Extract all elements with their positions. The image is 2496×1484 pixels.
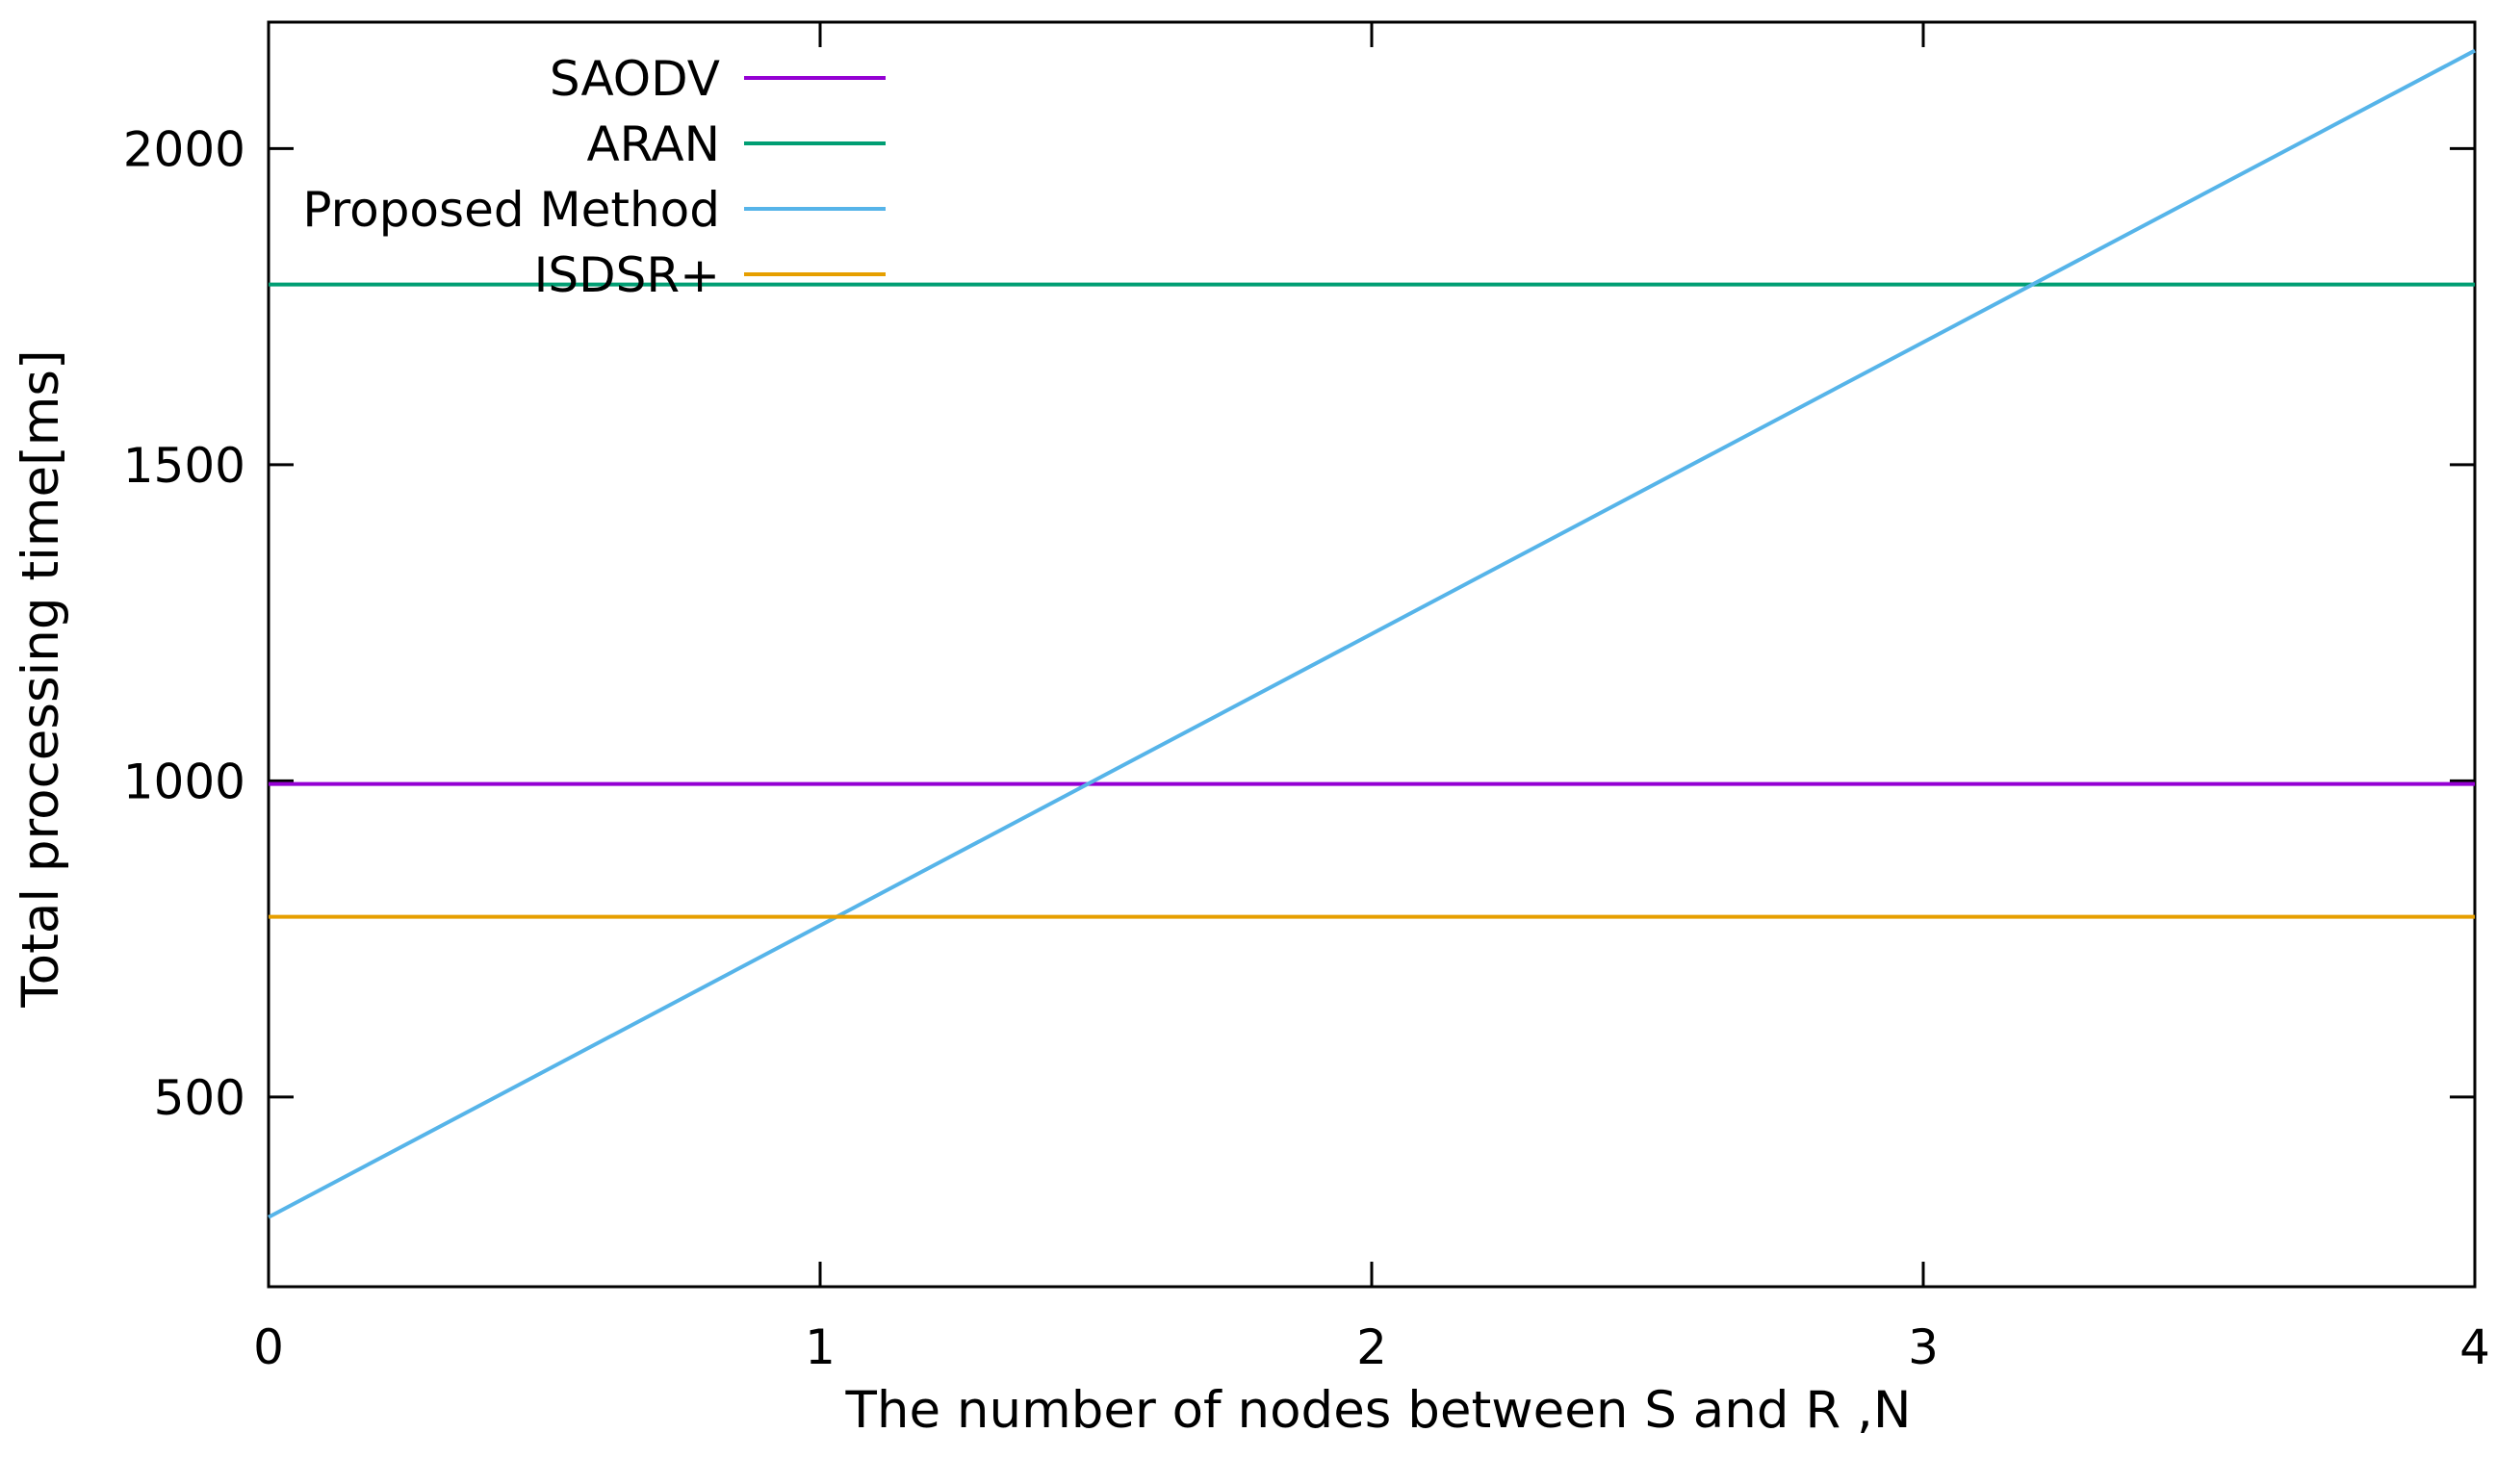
y-tick-label: 1500 bbox=[123, 438, 245, 494]
series-lines bbox=[268, 48, 2476, 1219]
x-axis-label: The number of nodes between S and R ,N bbox=[844, 1381, 1911, 1440]
y-tick-label: 1000 bbox=[123, 754, 245, 809]
x-axis-ticks: 0 1 2 3 4 bbox=[253, 22, 2490, 1375]
y-tick-label: 500 bbox=[154, 1070, 245, 1126]
y-tick-label: 2000 bbox=[123, 121, 245, 177]
legend-label: ARAN bbox=[586, 116, 720, 172]
legend-label: Proposed Method bbox=[302, 182, 720, 238]
y-axis-ticks: 500 1000 1500 2000 bbox=[123, 121, 2475, 1126]
series-line-proposed-method bbox=[268, 48, 2476, 1219]
legend-label: ISDSR+ bbox=[534, 247, 720, 303]
x-tick-label: 2 bbox=[1356, 1319, 1387, 1375]
x-tick-label: 0 bbox=[253, 1319, 284, 1375]
x-tick-label: 4 bbox=[2459, 1319, 2490, 1375]
legend-label: SAODV bbox=[550, 51, 720, 107]
y-axis-label: Total processing time[ms] bbox=[12, 349, 70, 1008]
x-tick-label: 3 bbox=[1908, 1319, 1939, 1375]
legend: SAODV ARAN Proposed Method ISDSR+ bbox=[302, 51, 886, 303]
x-tick-label: 1 bbox=[805, 1319, 836, 1375]
